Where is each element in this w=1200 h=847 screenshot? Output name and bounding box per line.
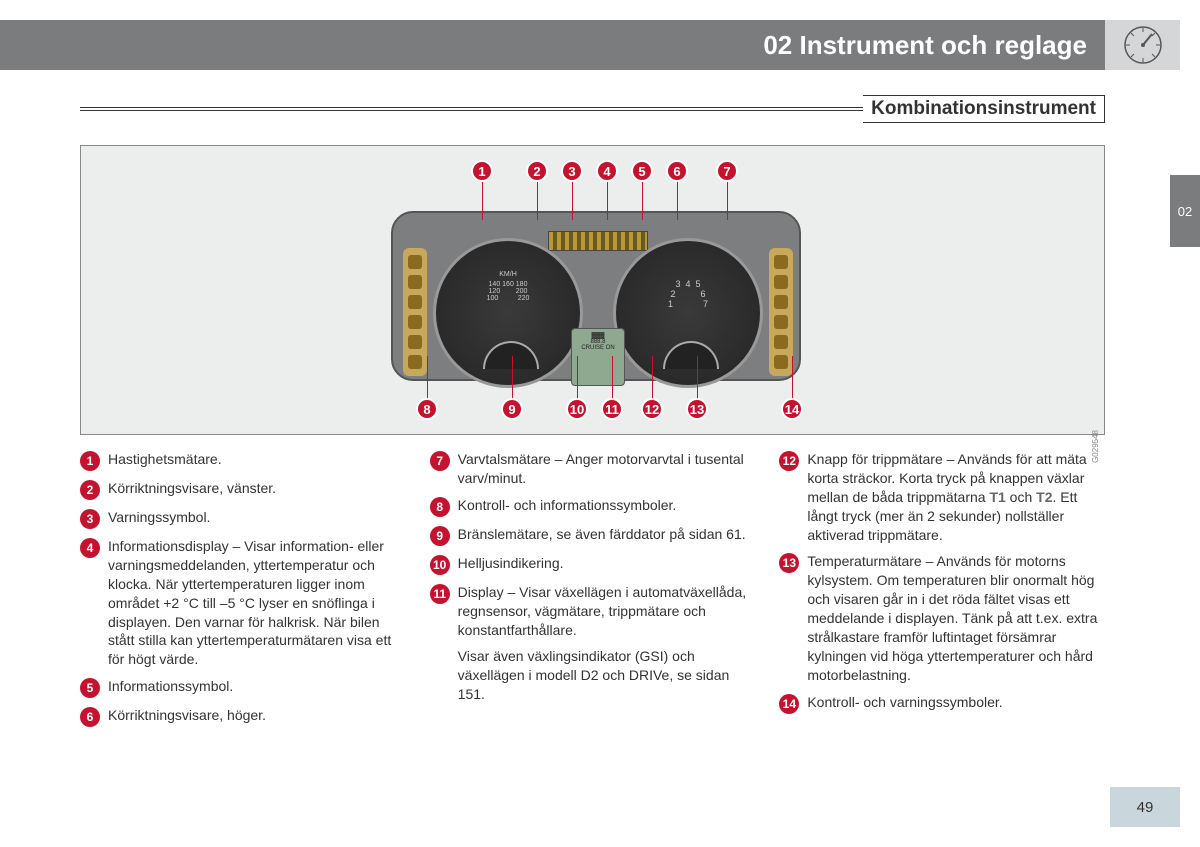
speedometer-icon bbox=[1122, 24, 1164, 66]
legend-extra-text: Visar även växlingsindikator (GSI) och v… bbox=[458, 647, 756, 704]
callout-8: 8 bbox=[416, 398, 438, 420]
warning-column-right bbox=[769, 248, 793, 376]
legend-bullet: 6 bbox=[80, 707, 100, 727]
callout-9: 9 bbox=[501, 398, 523, 420]
legend-item-11: 11 Display – Visar växellägen i automatvä… bbox=[430, 583, 756, 640]
instrument-cluster: KM/H 140 160 180120 200100 220 3 4 52 61… bbox=[391, 196, 801, 391]
legend-text: Temperaturmätare – Används för motorns k… bbox=[807, 552, 1105, 684]
legend-item-8: 8 Kontroll- och informationssymboler. bbox=[430, 496, 756, 517]
legend-text: Kontroll- och varningssymboler. bbox=[807, 693, 1105, 714]
chapter-tab: 02 bbox=[1170, 175, 1200, 247]
temp-subdial bbox=[663, 341, 719, 369]
legend-item-10: 10 Helljusindikering. bbox=[430, 554, 756, 575]
legend-item-14: 14 Kontroll- och varningssymboler. bbox=[779, 693, 1105, 714]
callout-14: 14 bbox=[781, 398, 803, 420]
legend-text: Helljusindikering. bbox=[458, 554, 756, 575]
subtitle-rule bbox=[80, 107, 863, 111]
legend-bullet: 11 bbox=[430, 584, 450, 604]
legend-bullet: 2 bbox=[80, 480, 100, 500]
gauge-icon-box bbox=[1105, 20, 1180, 70]
header-bar: 02 Instrument och reglage bbox=[0, 20, 1105, 70]
top-grille bbox=[548, 231, 648, 251]
legend-text: Varvtalsmätare – Anger motorvarvtal i tu… bbox=[458, 450, 756, 488]
legend-bullet: 14 bbox=[779, 694, 799, 714]
legend-text: Display – Visar växellägen i automatväxe… bbox=[458, 583, 756, 640]
legend-bullet: 4 bbox=[80, 538, 100, 558]
legend-text: Bränslemätare, se även färddator på sida… bbox=[458, 525, 756, 546]
legend-item-12: 12 Knapp för trippmätare – Används för at… bbox=[779, 450, 1105, 544]
legend-item-1: 1 Hastighetsmätare. bbox=[80, 450, 406, 471]
legend-text: Informationssymbol. bbox=[108, 677, 406, 698]
legend-bullet: 3 bbox=[80, 509, 100, 529]
callout-7: 7 bbox=[716, 160, 738, 182]
figure-frame: KM/H 140 160 180120 200100 220 3 4 52 61… bbox=[80, 145, 1105, 435]
legend-bullet: 10 bbox=[430, 555, 450, 575]
callout-6: 6 bbox=[666, 160, 688, 182]
fuel-subdial bbox=[483, 341, 539, 369]
subtitle-text: Kombinationsinstrument bbox=[863, 95, 1105, 123]
subtitle-row: Kombinationsinstrument bbox=[80, 95, 1105, 123]
legend-bullet: 5 bbox=[80, 678, 100, 698]
center-display: ▓▓▓888.8CRUISE ON bbox=[571, 328, 625, 386]
legend-col-2: 7 Varvtalsmätare – Anger motorvarvtal i t… bbox=[430, 450, 756, 735]
tachometer-dial: 3 4 52 61 7 bbox=[613, 238, 763, 388]
legend-text: Varningssymbol. bbox=[108, 508, 406, 529]
callout-2: 2 bbox=[526, 160, 548, 182]
speedometer-dial: KM/H 140 160 180120 200100 220 bbox=[433, 238, 583, 388]
callout-5: 5 bbox=[631, 160, 653, 182]
legend-text: Hastighetsmätare. bbox=[108, 450, 406, 471]
legend-item-3: 3 Varningssymbol. bbox=[80, 508, 406, 529]
callout-1: 1 bbox=[471, 160, 493, 182]
legend-text: Informationsdisplay – Visar information-… bbox=[108, 537, 406, 669]
callout-13: 13 bbox=[686, 398, 708, 420]
legend-text: Körriktningsvisare, höger. bbox=[108, 706, 406, 727]
legend-col-3: 12 Knapp för trippmätare – Används för at… bbox=[779, 450, 1105, 735]
legend-item-6: 6 Körriktningsvisare, höger. bbox=[80, 706, 406, 727]
legend-bullet: 9 bbox=[430, 526, 450, 546]
legend-columns: 1 Hastighetsmätare. 2 Körriktningsvisare, v… bbox=[80, 450, 1105, 735]
warning-column-left bbox=[403, 248, 427, 376]
legend-item-2: 2 Körriktningsvisare, vänster. bbox=[80, 479, 406, 500]
legend-text: Knapp för trippmätare – Används för att … bbox=[807, 450, 1105, 544]
callout-11: 11 bbox=[601, 398, 623, 420]
callout-3: 3 bbox=[561, 160, 583, 182]
legend-item-5: 5 Informationssymbol. bbox=[80, 677, 406, 698]
legend-item-4: 4 Informationsdisplay – Visar information… bbox=[80, 537, 406, 669]
legend-bullet: 1 bbox=[80, 451, 100, 471]
legend-item-13: 13 Temperaturmätare – Används för motorns… bbox=[779, 552, 1105, 684]
legend-bullet: 8 bbox=[430, 497, 450, 517]
legend-bullet: 13 bbox=[779, 553, 799, 573]
header-title: 02 Instrument och reglage bbox=[763, 30, 1087, 61]
callout-4: 4 bbox=[596, 160, 618, 182]
legend-item-7: 7 Varvtalsmätare – Anger motorvarvtal i t… bbox=[430, 450, 756, 488]
legend-bullet: 7 bbox=[430, 451, 450, 471]
legend-bullet: 12 bbox=[779, 451, 799, 471]
legend-text: Körriktningsvisare, vänster. bbox=[108, 479, 406, 500]
legend-item-9: 9 Bränslemätare, se även färddator på sid… bbox=[430, 525, 756, 546]
callout-12: 12 bbox=[641, 398, 663, 420]
callout-10: 10 bbox=[566, 398, 588, 420]
cluster-body: KM/H 140 160 180120 200100 220 3 4 52 61… bbox=[391, 211, 801, 381]
legend-text: Kontroll- och informationssymboler. bbox=[458, 496, 756, 517]
legend-col-1: 1 Hastighetsmätare. 2 Körriktningsvisare, v… bbox=[80, 450, 406, 735]
page-number: 49 bbox=[1110, 787, 1180, 827]
